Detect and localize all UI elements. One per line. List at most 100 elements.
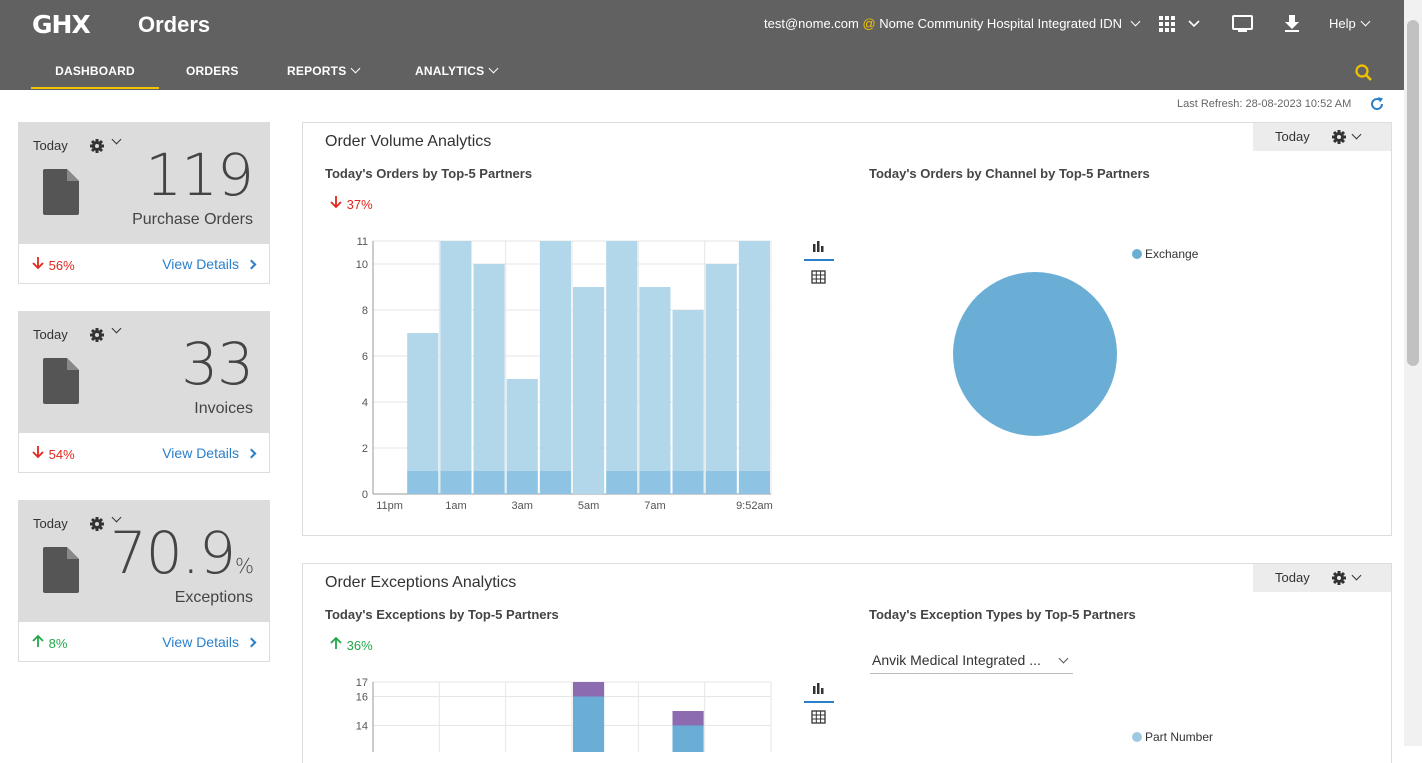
view-details-link[interactable]: View Details <box>162 256 257 272</box>
account-selector[interactable]: test@nome.com @ Nome Community Hospital … <box>764 16 1141 31</box>
grid-icon <box>1159 16 1200 32</box>
panel-title: Order Exceptions Analytics <box>325 574 517 591</box>
nav-reports[interactable]: REPORTS <box>287 63 361 78</box>
chevron-down-icon <box>1351 128 1362 146</box>
view-details-link[interactable]: View Details <box>162 445 257 461</box>
top-header: GHX Orders test@nome.com @ Nome Communit… <box>0 0 1422 90</box>
exception-legend-item[interactable]: Part Number <box>1132 730 1213 744</box>
y-tick-label: 8 <box>362 305 368 317</box>
chevron-down-icon <box>350 63 361 74</box>
kpi-period: Today <box>33 327 68 342</box>
bar-base-segment <box>440 471 472 494</box>
chevron-down-icon <box>1360 16 1371 27</box>
bar <box>539 241 571 471</box>
y-tick-label: 11 <box>357 236 368 248</box>
y-tick-label: 16 <box>356 692 368 704</box>
panel-period-selector[interactable]: Today <box>1253 123 1391 151</box>
kpi-label: Purchase Orders <box>132 211 253 228</box>
refresh-icon[interactable] <box>1369 96 1385 117</box>
nav-analytics[interactable]: ANALYTICS <box>415 63 499 78</box>
bar-segment <box>573 696 605 752</box>
arrow-down-icon <box>330 196 342 209</box>
bar <box>473 264 505 471</box>
gear-icon[interactable] <box>1331 570 1347 586</box>
gear-icon[interactable] <box>89 327 105 343</box>
kpi-value: 119 <box>145 141 254 209</box>
app-title: Orders <box>138 12 211 37</box>
channel-chart-title: Today's Orders by Channel by Top-5 Partn… <box>869 166 1150 181</box>
order-volume-panel: Order Volume Analytics Today Today's Ord… <box>302 122 1392 536</box>
kpi-change: 56% <box>31 256 75 273</box>
kpi-change: 8% <box>31 634 67 651</box>
chevron-down-icon[interactable] <box>111 134 122 149</box>
y-tick-label: 2 <box>362 443 368 455</box>
orders-bar-chart: 0 2 4 6 8 10 11 11pm 1am 3am 5am 7am 9:52am <box>356 236 773 512</box>
chevron-down-icon[interactable] <box>111 323 122 338</box>
table-icon[interactable] <box>811 270 826 284</box>
x-tick-label: 7am <box>644 500 665 512</box>
pie-slice <box>953 272 1117 436</box>
arrow-down-icon <box>32 446 44 459</box>
orders-trend: 37% <box>329 195 373 212</box>
y-tick-label: 10 <box>356 259 368 271</box>
kpi-label: Exceptions <box>174 589 253 606</box>
bar <box>606 241 638 471</box>
exceptions-bar-chart: 14 16 17 <box>356 677 772 752</box>
nav-orders[interactable]: ORDERS <box>186 64 239 78</box>
bar-chart-icon[interactable] <box>804 683 834 703</box>
orders-chart-title: Today's Orders by Top-5 Partners <box>325 166 533 181</box>
kpi-period: Today <box>33 516 68 531</box>
x-tick-label: 1am <box>445 500 466 512</box>
pie-legend-item[interactable]: Exchange <box>1132 247 1198 261</box>
gear-icon[interactable] <box>89 138 105 154</box>
exception-types-title: Today's Exception Types by Top-5 Partner… <box>869 607 1136 622</box>
document-icon <box>43 169 79 215</box>
table-icon[interactable] <box>811 710 826 724</box>
y-tick-label: 17 <box>356 677 368 689</box>
channel-pie-chart <box>953 272 1117 436</box>
arrow-up-icon <box>330 636 342 649</box>
kpi-period: Today <box>33 138 68 153</box>
bar <box>672 310 704 471</box>
help-menu[interactable]: Help <box>1329 16 1371 31</box>
partner-dropdown[interactable]: Anvik Medical Integrated ... <box>870 649 1073 674</box>
chevron-down-icon <box>488 63 499 74</box>
kpi-card-purchase-orders: Today 119 Purchase Orders 56% View Detai… <box>18 122 270 284</box>
panel-title: Order Volume Analytics <box>325 133 492 150</box>
last-refresh-label: Last Refresh: 28-08-2023 10:52 AM <box>1177 98 1352 110</box>
chevron-down-icon <box>1351 569 1362 587</box>
monitor-icon[interactable] <box>1232 14 1254 39</box>
bar-base-segment <box>705 471 737 494</box>
bar-base-segment <box>738 471 770 494</box>
view-details-link[interactable]: View Details <box>162 634 257 650</box>
bar-base-segment <box>672 471 704 494</box>
download-icon[interactable] <box>1283 14 1301 39</box>
nav-dashboard[interactable]: DASHBOARD <box>31 64 159 89</box>
kpi-change: 54% <box>31 445 75 462</box>
scrollbar-thumb[interactable] <box>1407 20 1419 366</box>
document-icon <box>43 547 79 593</box>
chevron-down-icon <box>1058 652 1069 668</box>
bar-segment <box>672 725 704 752</box>
chevron-right-icon <box>246 448 257 459</box>
bar-base-segment <box>506 471 538 494</box>
bar <box>573 287 605 494</box>
kpi-label: Invoices <box>194 400 253 417</box>
bar-segment <box>672 711 704 726</box>
search-icon[interactable] <box>1354 63 1374 88</box>
user-email: test@nome.com <box>764 16 859 31</box>
arrow-down-icon <box>32 257 44 270</box>
gear-icon[interactable] <box>1331 129 1347 145</box>
order-exceptions-panel: Order Exceptions Analytics Today Today's… <box>302 563 1392 763</box>
bar <box>738 241 770 471</box>
gear-icon[interactable] <box>89 516 105 532</box>
x-tick-label: 11pm <box>376 500 403 512</box>
exceptions-chart-title: Today's Exceptions by Top-5 Partners <box>325 607 559 622</box>
x-tick-label: 3am <box>512 500 533 512</box>
app-grid-menu[interactable] <box>1159 14 1209 39</box>
bar-chart-icon[interactable] <box>804 241 834 261</box>
y-tick-label: 0 <box>362 489 368 501</box>
bar <box>440 241 472 471</box>
ghx-logo[interactable]: GHX <box>32 10 91 39</box>
panel-period-selector[interactable]: Today <box>1253 564 1391 592</box>
